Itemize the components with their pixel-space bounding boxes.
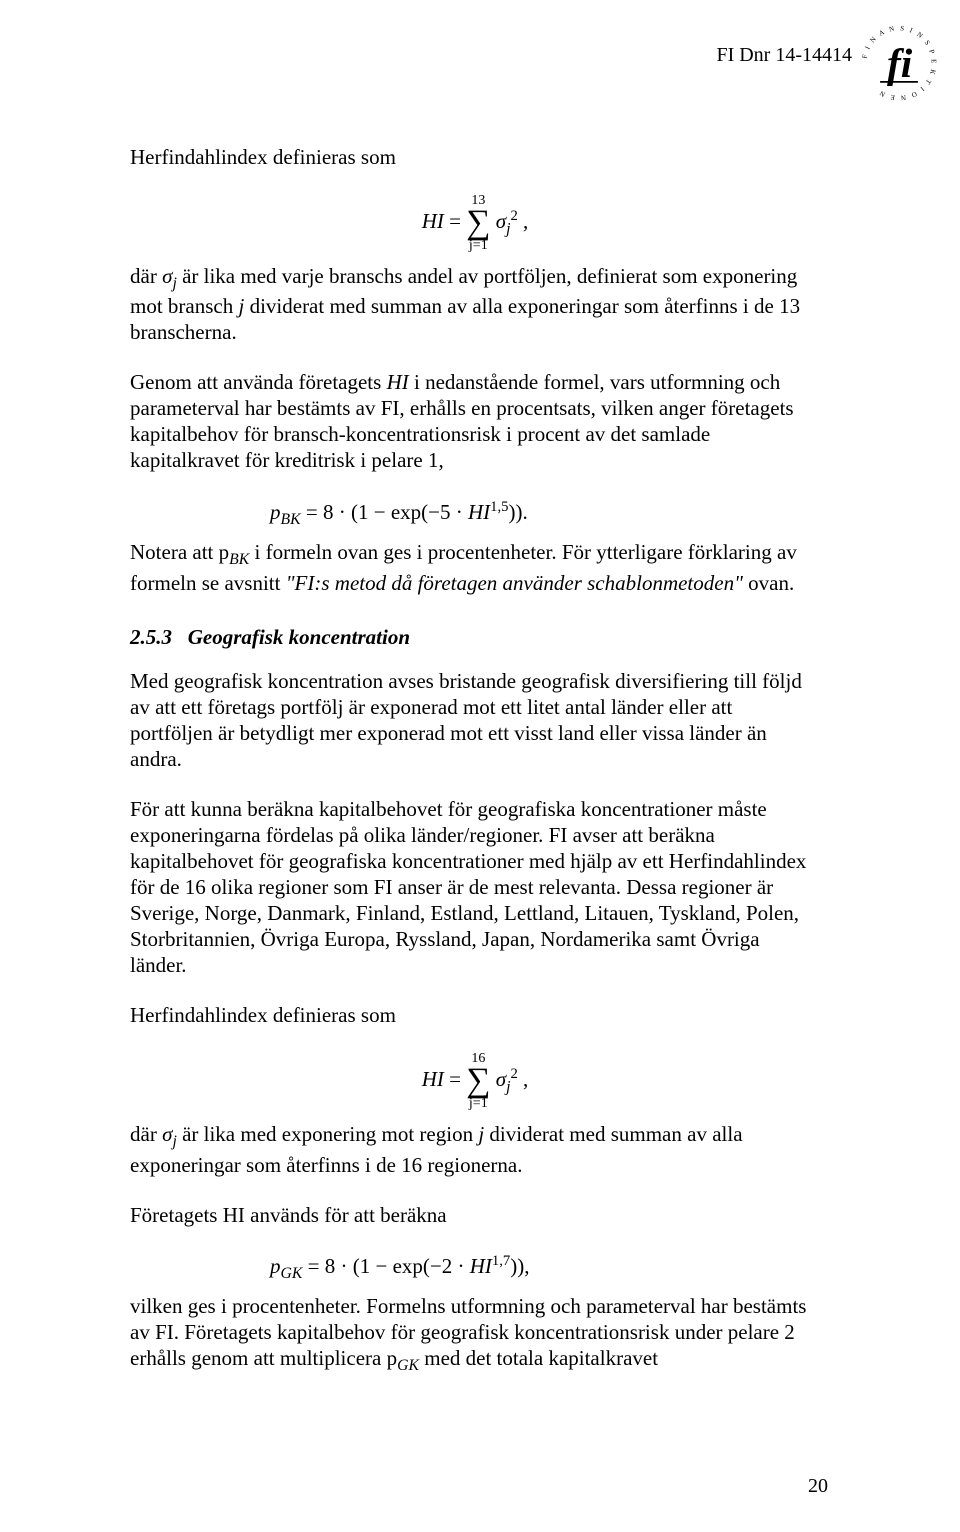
para-sigma-region: där σj är lika med exponering mot region… (130, 1121, 820, 1178)
para-geo-regions: För att kunna beräkna kapitalbehovet för… (130, 796, 820, 978)
para-use-hi: Genom att använda företagets HI i nedans… (130, 369, 820, 473)
regulator-logo: F I N A N S I N S P E K T I O N E N fi (856, 20, 942, 106)
doc-ref: FI Dnr 14-14414 (716, 44, 852, 67)
para-pbk-note: Notera att pBK i formeln ovan ges i proc… (130, 539, 820, 596)
equation-hi-16: HI = 16 ∑ j=1 σj2 , (130, 1052, 820, 1111)
para-pgk-note: vilken ges i procentenheter. Formelns ut… (130, 1293, 820, 1376)
para-hi-use-2: Företagets HI används för att beräkna (130, 1202, 820, 1228)
para-hi-def-2: Herfindahlindex definieras som (130, 1002, 820, 1028)
para-hi-def-1: Herfindahlindex definieras som (130, 144, 820, 170)
svg-text:fi: fi (887, 40, 913, 86)
page-number: 20 (808, 1475, 828, 1498)
equation-pgk: pGK = 8 · (1 − exp(−2 · HI1,7)), (130, 1252, 820, 1284)
section-heading-geo: 2.5.3 Geografisk koncentration (130, 624, 820, 650)
para-geo-def: Med geografisk koncentration avses brist… (130, 668, 820, 772)
equation-hi-13: HI = 13 ∑ j=1 σj2 , (130, 194, 820, 253)
body-content: Herfindahlindex definieras som HI = 13 ∑… (130, 144, 820, 1376)
page: FI Dnr 14-14414 F I N A N S I N S P E K … (0, 0, 960, 1532)
para-sigma-branch: där σj är lika med varje branschs andel … (130, 263, 820, 346)
equation-pbk: pBK = 8 · (1 − exp(−5 · HI1,5)). (130, 498, 820, 530)
